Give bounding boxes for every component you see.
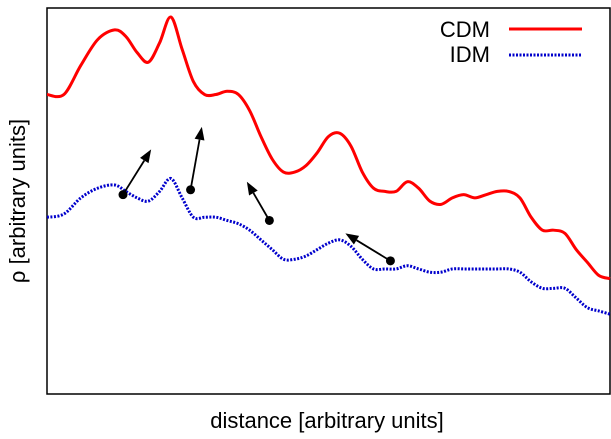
x-axis-label: distance [arbitrary units]: [210, 408, 444, 433]
velocity-arrow: [118, 149, 152, 200]
arrow-origin-dot: [264, 215, 274, 225]
arrow-shaft: [122, 159, 146, 196]
velocity-arrow: [246, 181, 274, 225]
arrow-layer: [118, 126, 395, 266]
arrow-origin-dot: [186, 185, 196, 195]
arrow-origin-dot: [118, 190, 128, 200]
arrow-head: [194, 126, 205, 141]
legend-label-cdm: CDM: [440, 17, 490, 42]
series-layer: [46, 15, 611, 316]
arrow-shaft: [252, 192, 271, 221]
series-line-cdm: [46, 15, 611, 281]
arrow-shaft: [356, 239, 391, 262]
velocity-arrow: [186, 126, 205, 195]
legend: CDM IDM: [440, 17, 582, 67]
legend-label-idm: IDM: [450, 42, 490, 67]
arrow-head: [345, 233, 360, 245]
arrow-shaft: [189, 139, 201, 190]
y-axis-label: ρ [arbitrary units]: [5, 119, 30, 283]
plot-frame: [46, 7, 611, 395]
velocity-arrow: [345, 233, 395, 266]
arrow-head: [140, 149, 152, 164]
series-line-idm: [46, 177, 611, 316]
arrow-origin-dot: [385, 256, 395, 266]
arrow-head: [246, 181, 258, 196]
